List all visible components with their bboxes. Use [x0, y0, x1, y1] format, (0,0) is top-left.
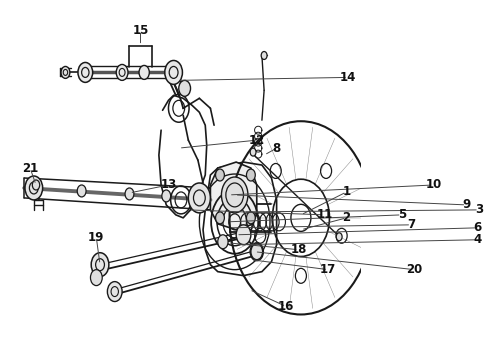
Circle shape: [61, 67, 70, 78]
Text: 17: 17: [320, 263, 336, 276]
Circle shape: [216, 212, 224, 224]
Text: 11: 11: [317, 208, 333, 221]
Circle shape: [336, 233, 342, 241]
Text: 18: 18: [291, 243, 307, 256]
Text: 14: 14: [340, 71, 356, 84]
Text: 5: 5: [397, 208, 406, 221]
Circle shape: [25, 176, 43, 200]
Text: 16: 16: [278, 300, 294, 313]
Circle shape: [216, 169, 224, 181]
Circle shape: [261, 51, 267, 59]
Text: 3: 3: [475, 203, 483, 216]
Text: 12: 12: [248, 134, 265, 147]
Text: 19: 19: [88, 231, 104, 244]
Text: 1: 1: [343, 185, 350, 198]
Text: 6: 6: [473, 221, 482, 234]
Text: 2: 2: [343, 211, 350, 224]
Circle shape: [218, 235, 228, 249]
Circle shape: [188, 183, 210, 213]
Text: 7: 7: [407, 218, 416, 231]
Circle shape: [107, 282, 122, 302]
Circle shape: [162, 190, 171, 202]
Circle shape: [139, 66, 149, 80]
Circle shape: [116, 64, 128, 80]
Text: 8: 8: [272, 141, 281, 155]
Text: 4: 4: [473, 233, 482, 246]
Text: 21: 21: [22, 162, 38, 175]
Circle shape: [221, 177, 248, 213]
Circle shape: [236, 225, 251, 245]
Polygon shape: [210, 162, 257, 230]
Circle shape: [125, 188, 134, 200]
Circle shape: [246, 212, 255, 224]
Text: 13: 13: [160, 179, 176, 192]
Text: 15: 15: [132, 24, 148, 37]
Circle shape: [165, 60, 182, 84]
Circle shape: [91, 253, 109, 276]
Circle shape: [77, 185, 86, 197]
Text: 10: 10: [425, 179, 441, 192]
Text: 9: 9: [463, 198, 470, 211]
Circle shape: [251, 244, 263, 260]
Circle shape: [78, 62, 93, 82]
Text: 20: 20: [406, 263, 422, 276]
Circle shape: [179, 80, 191, 96]
Circle shape: [91, 270, 102, 285]
Circle shape: [250, 148, 256, 156]
Circle shape: [32, 180, 40, 190]
Circle shape: [246, 169, 255, 181]
